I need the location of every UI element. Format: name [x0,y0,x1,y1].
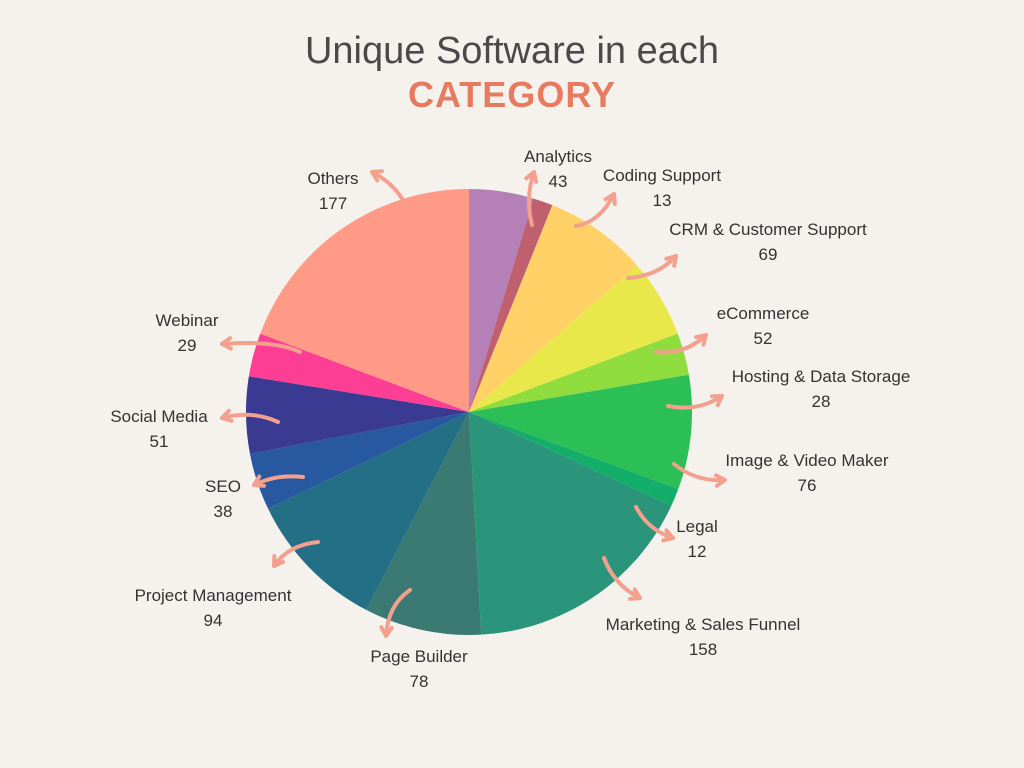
slice-label-hosting-and-data-storage: Hosting & Data Storage [732,367,911,386]
slice-label-legal: Legal [676,517,718,536]
arrowhead-social-media [220,408,234,423]
slice-value-hosting-and-data-storage: 28 [812,392,831,411]
slice-value-image-and-video-maker: 76 [798,476,817,495]
slice-label-crm-and-customer-support: CRM & Customer Support [669,220,867,239]
arrow-marketing-and-sales-funnel [602,556,642,600]
arrow-crm-and-customer-support [626,254,678,280]
slice-value-analytics: 43 [549,172,568,191]
slice-label-others: Others [307,169,358,188]
pie-slice-image-and-video-maker [469,374,692,489]
slice-label-social-media: Social Media [110,407,208,426]
pie-slice-project-management [268,412,469,610]
slice-value-ecommerce: 52 [754,329,773,348]
slice-label-seo: SEO [205,477,241,496]
arrowhead-analytics [524,170,539,184]
pie-slice-hosting-and-data-storage [469,333,689,412]
slice-label-webinar: Webinar [156,311,219,330]
arrow-coding-support [574,192,616,228]
slice-label-page-builder: Page Builder [370,647,468,666]
slice-value-webinar: 29 [178,336,197,355]
slice-value-marketing-and-sales-funnel: 158 [689,640,717,659]
arrowhead-image-and-video-maker [714,473,727,488]
pie-slice-crm-and-customer-support [469,205,638,412]
arrow-analytics [527,170,536,227]
arrowhead-hosting-and-data-storage [710,394,724,408]
slice-value-crm-and-customer-support: 69 [759,245,778,264]
slice-label-project-management: Project Management [135,586,292,605]
pie-slice-page-builder [366,412,482,635]
slice-value-coding-support: 13 [653,191,672,210]
arrowhead-seo [252,474,266,488]
pie-slice-marketing-and-sales-funnel [469,412,672,635]
slice-value-others: 177 [319,194,347,213]
slice-value-project-management: 94 [204,611,223,630]
slice-label-marketing-and-sales-funnel: Marketing & Sales Funnel [606,615,801,634]
arrowhead-webinar [220,336,233,351]
pie-slice-seo [249,412,469,509]
pie-slice-others [260,189,469,412]
pie-slice-legal [469,412,679,506]
slice-label-ecommerce: eCommerce [717,304,810,323]
arrow-social-media [220,412,280,424]
arrowhead-project-management [272,554,286,568]
arrowhead-coding-support [603,192,617,206]
arrow-image-and-video-maker [672,462,727,483]
slice-value-legal: 12 [688,542,707,561]
arrowhead-marketing-and-sales-funnel [628,587,642,601]
arrow-ecommerce [654,333,708,355]
pie-slice-analytics [469,189,534,412]
arrow-legal [634,505,675,540]
pie-slices [245,189,692,635]
slice-value-social-media: 51 [150,432,169,451]
arrowhead-page-builder [379,625,394,638]
slice-value-seo: 38 [214,502,233,521]
pie-slice-webinar [248,333,469,412]
slice-label-image-and-video-maker: Image & Video Maker [725,451,888,470]
slice-label-coding-support: Coding Support [603,166,721,185]
slice-value-page-builder: 78 [410,672,429,691]
chart-title-block: Unique Software in each CATEGORY [0,28,1024,116]
slice-labels: Analytics 43 Coding Support 13 CRM & Custome… [110,147,910,691]
pie-slice-ecommerce [469,265,678,412]
arrowhead-legal [661,528,675,543]
arrowhead-crm-and-customer-support [664,254,678,268]
chart-subtitle: CATEGORY [407,74,616,115]
arrow-webinar [220,341,302,354]
arrowhead-ecommerce [694,333,708,347]
arrowhead-others [370,169,384,183]
arrow-page-builder [384,588,412,638]
arrow-seo [252,474,305,487]
slice-label-analytics: Analytics [524,147,592,166]
pie-slice-social-media [245,376,469,454]
label-arrows [220,169,727,638]
arrow-hosting-and-data-storage [666,394,724,410]
pie-slice-coding-support [469,198,553,412]
chart-title: Unique Software in each [304,30,720,72]
